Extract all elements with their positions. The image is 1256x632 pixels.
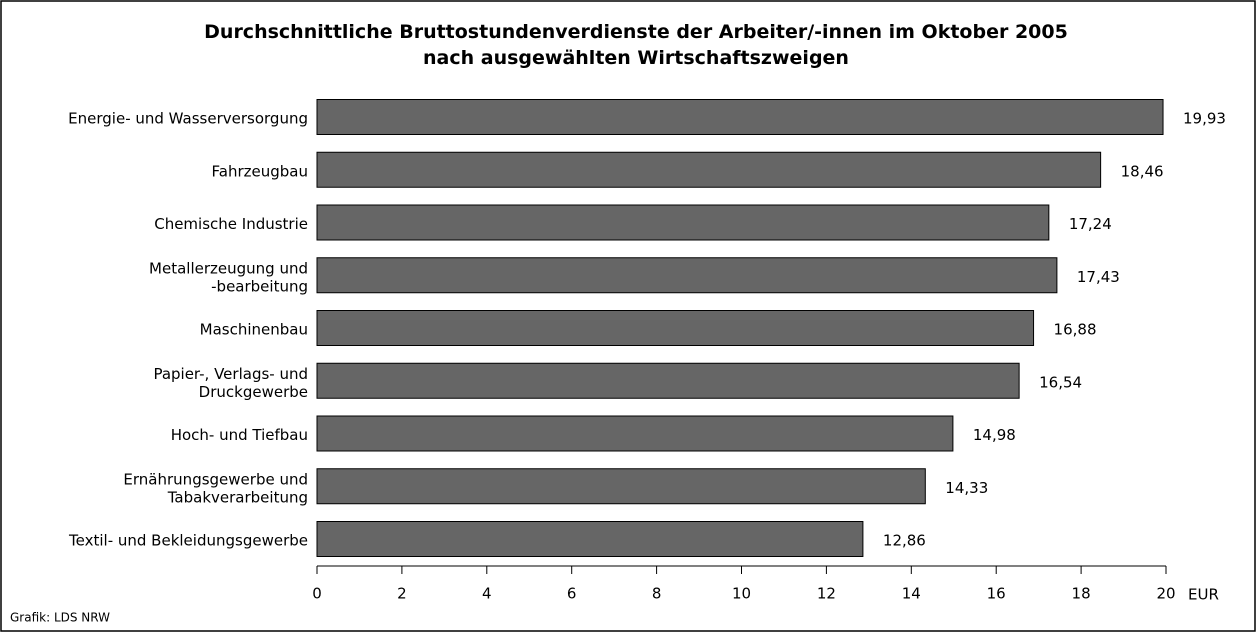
y-tick-label: Chemische Industrie [154,215,308,233]
x-tick-label: 16 [987,585,1006,603]
value-label: 16,88 [1054,321,1097,339]
x-tick-label: 2 [397,585,407,603]
bar [316,99,1164,135]
x-tick-label: 6 [567,585,577,603]
y-tick-label: Metallerzeugung und -bearbeitung [149,259,308,295]
y-tick-label: Fahrzeugbau [212,162,308,180]
bar [316,151,1102,188]
bar [316,310,1035,346]
x-tick-label: 4 [482,585,492,603]
value-label: 12,86 [883,532,926,550]
y-tick-label: Textil- und Bekleidungsgewerbe [68,532,308,550]
value-label: 14,98 [973,426,1016,444]
source: Grafik: LDS NRW [10,611,110,625]
x-tick-label: 8 [652,585,662,603]
value-label: 16,54 [1039,373,1082,391]
bar [316,468,926,505]
y-tick-label: Hoch- und Tiefbau [171,426,308,444]
bar [316,415,954,452]
x-tick-label: 18 [1072,585,1091,603]
x-tick-label: 10 [732,585,751,603]
bar [316,257,1058,294]
x-tick-label: 14 [902,585,921,603]
x-axis-label: EUR [1188,586,1219,604]
y-tick-label: Energie- und Wasserversorgung [68,110,308,128]
x-tick-label: 12 [817,585,836,603]
chart-title: Durchschnittliche Bruttostundenverdienst… [204,21,1068,69]
x-tick-label: 20 [1156,585,1175,603]
value-label: 17,24 [1069,215,1112,233]
y-tick-label: Papier-, Verlags- und Druckgewerbe [153,364,308,400]
bar [316,362,1020,399]
value-label: 18,46 [1121,162,1164,180]
bar [316,204,1050,241]
bar [316,521,864,557]
y-tick-label: Maschinenbau [200,321,308,339]
x-tick-label: 0 [312,585,322,603]
y-tick-label: Ernährungsgewerbe und Tabakverarbeitung [123,470,308,506]
value-label: 14,33 [945,479,988,497]
value-label: 19,93 [1183,110,1226,128]
value-label: 17,43 [1077,268,1120,286]
